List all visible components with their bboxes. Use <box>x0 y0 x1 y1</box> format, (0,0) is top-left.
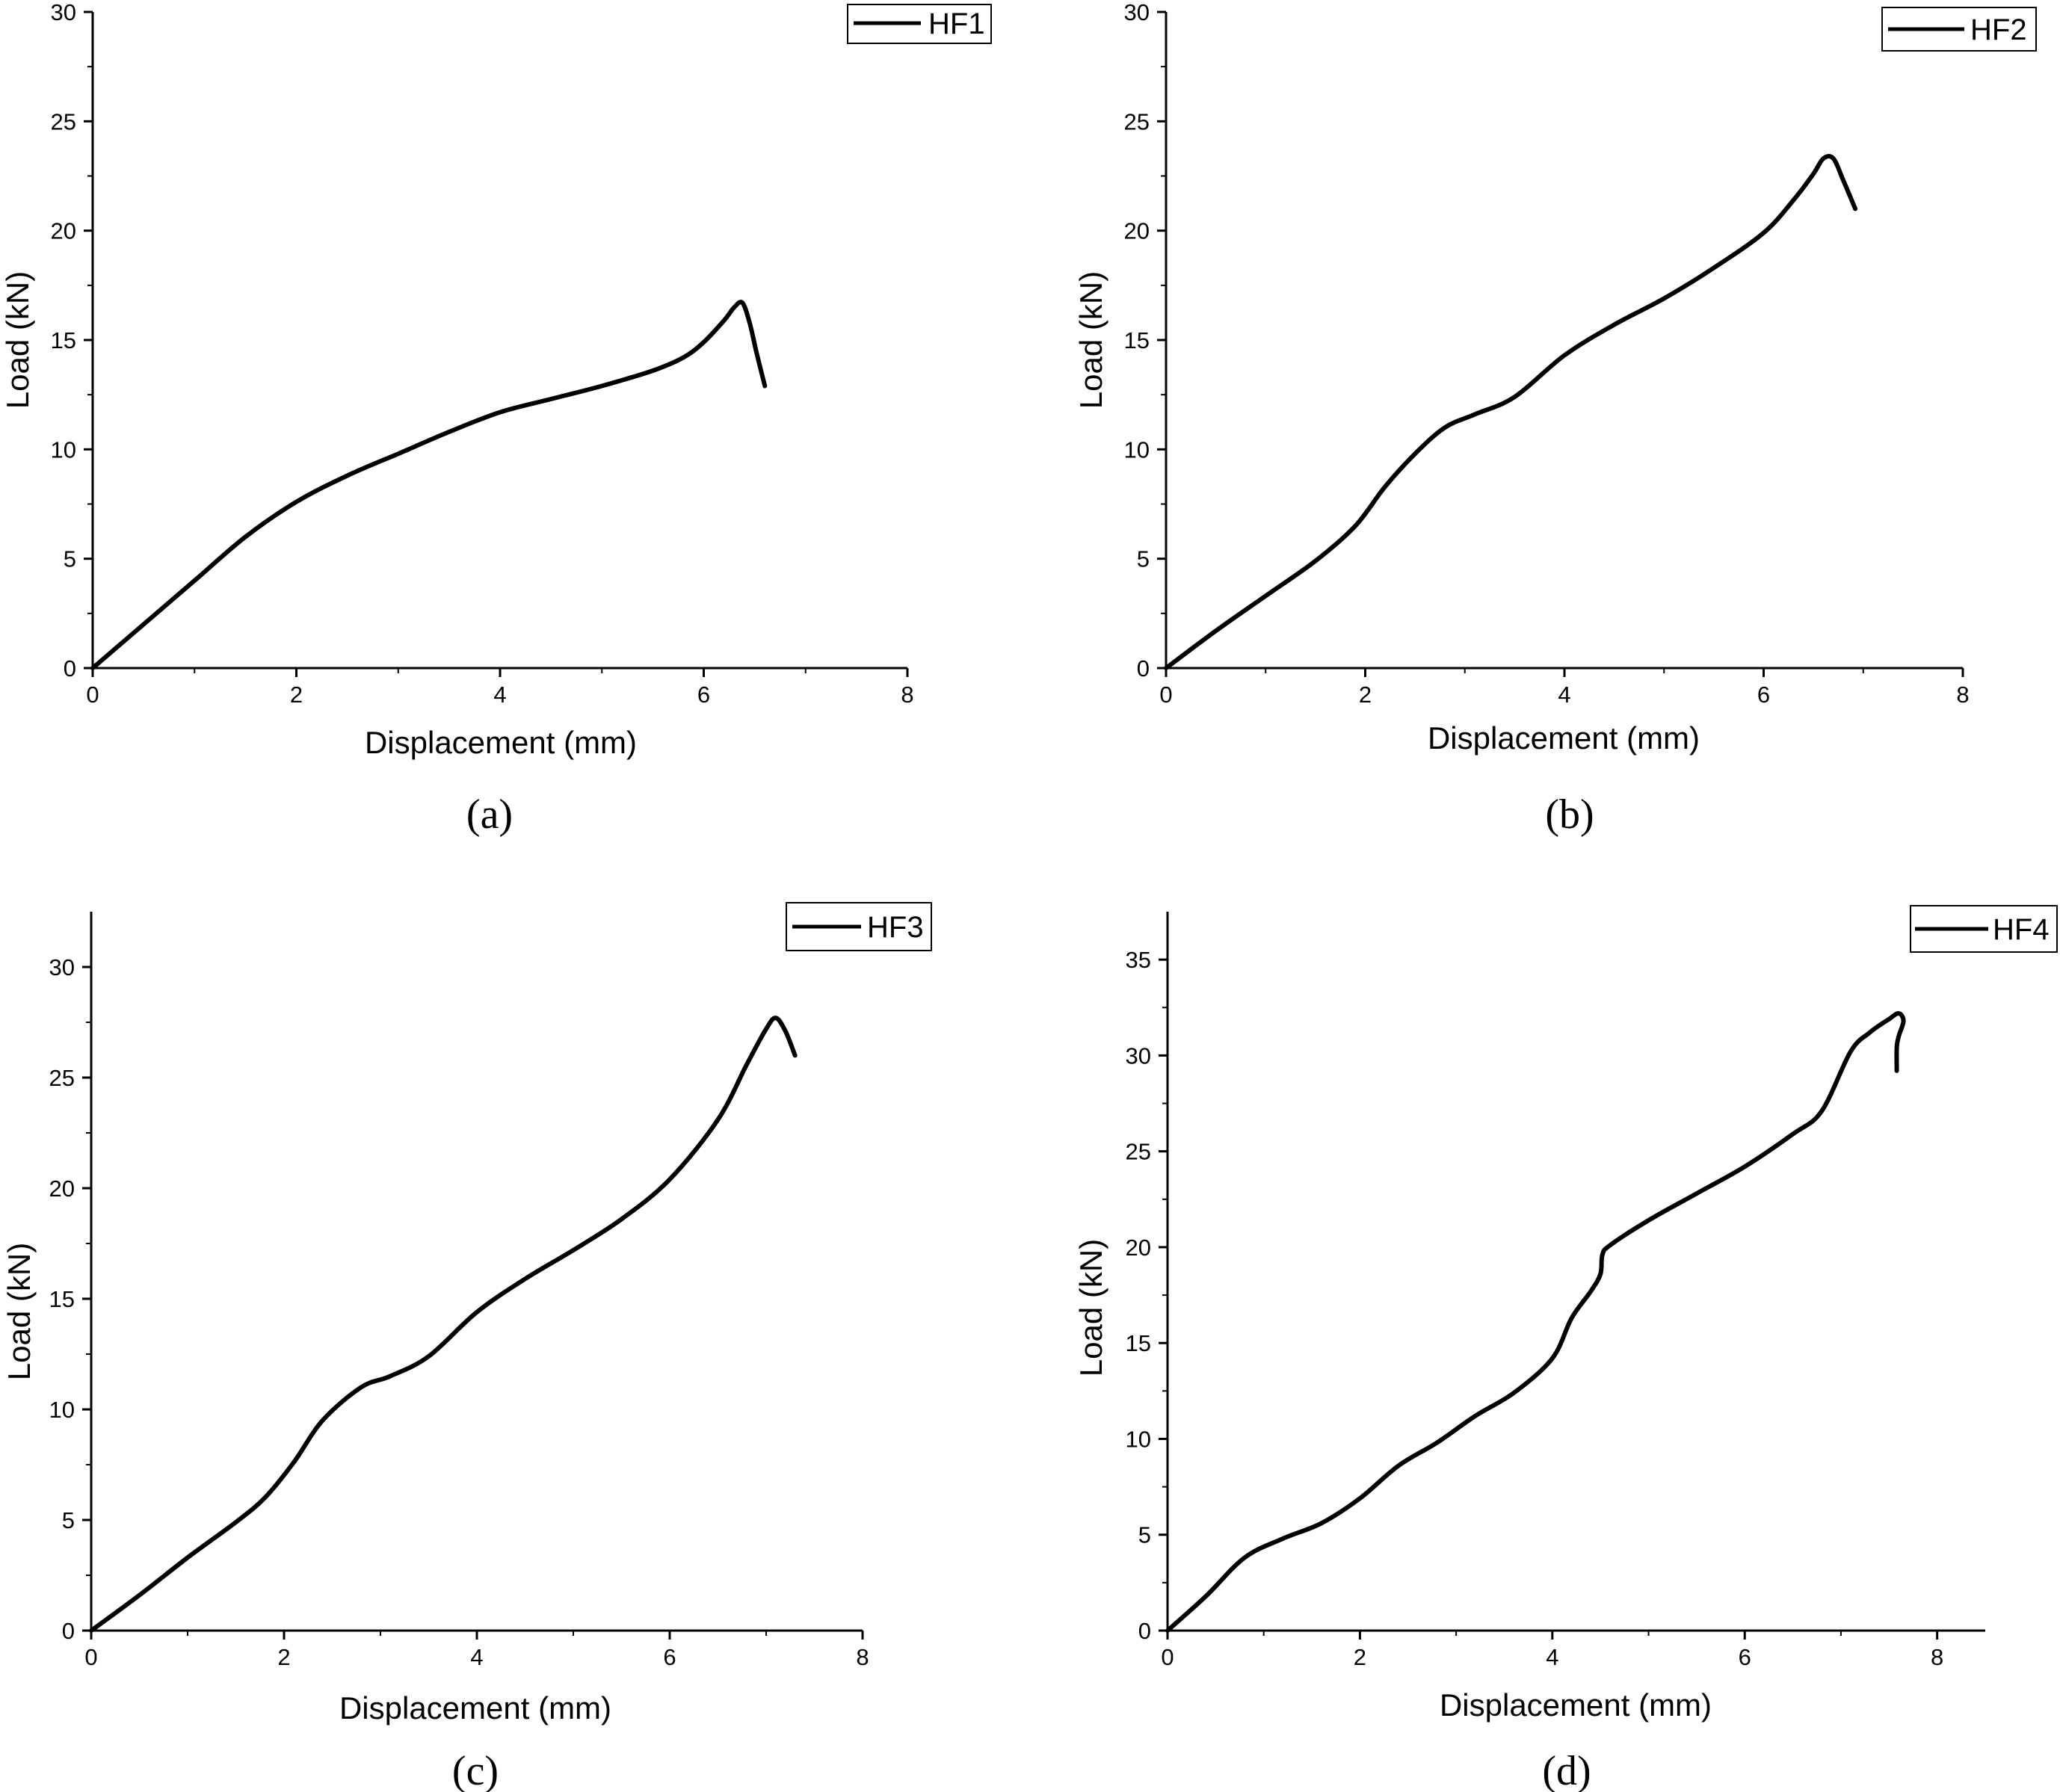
axes-b: 0 2 4 6 8 0 5 10 15 20 25 30 <box>1124 0 1970 708</box>
y-tick-label: 5 <box>64 546 76 572</box>
y-tick-label: 0 <box>62 1618 75 1644</box>
series-line-hf3 <box>91 1018 795 1631</box>
y-tick-label: 0 <box>64 655 76 682</box>
y-tick-label: 30 <box>1126 1042 1151 1069</box>
x-tick-label: 4 <box>1546 1644 1558 1670</box>
legend-d: HF4 <box>1911 906 2057 952</box>
x-tick-label: 0 <box>1161 1644 1174 1670</box>
y-tick-label: 25 <box>1126 1139 1151 1165</box>
y-tick-label: 30 <box>49 954 75 980</box>
x-tick-label: 2 <box>1354 1644 1366 1670</box>
y-tick-label: 25 <box>1124 108 1150 135</box>
y-axis-title-b: Load (kN) <box>1073 271 1108 409</box>
y-tick-label: 20 <box>51 218 76 244</box>
x-tick-label: 4 <box>470 1644 483 1670</box>
series-b <box>1166 156 1855 668</box>
series-a <box>93 302 765 668</box>
x-tick-label: 6 <box>1739 1644 1751 1670</box>
x-axis-title-c: Displacement (mm) <box>339 1690 611 1725</box>
axes-a: 0 2 4 6 8 0 5 10 15 20 25 30 <box>51 0 914 708</box>
y-tick-label: 15 <box>51 327 76 353</box>
y-tick-label: 10 <box>1124 436 1150 463</box>
y-tick-label: 15 <box>1124 327 1150 353</box>
y-tick-label: 5 <box>1137 546 1150 572</box>
legend-label-hf4: HF4 <box>1993 913 2050 946</box>
x-tick-label: 8 <box>1931 1644 1943 1670</box>
x-tick-label: 4 <box>1558 682 1570 708</box>
x-tick-label: 6 <box>663 1644 676 1670</box>
figure: 0 2 4 6 8051015202530 HF1 Displacement (mm) … <box>0 0 2060 1792</box>
x-tick-label: 6 <box>1757 682 1770 708</box>
series-d <box>1168 1013 1904 1631</box>
x-tick-label: 2 <box>277 1644 290 1670</box>
legend-label-hf3: HF3 <box>867 911 924 944</box>
y-tick-label: 0 <box>1137 655 1150 682</box>
y-tick-label: 30 <box>1124 0 1150 25</box>
caption-d: (d) <box>1542 1748 1591 1792</box>
caption-c: (c) <box>452 1748 499 1792</box>
y-tick-label: 25 <box>49 1065 75 1091</box>
x-tick-label: 8 <box>901 682 913 708</box>
series-c <box>91 1018 795 1631</box>
y-axis-title-a: Load (kN) <box>0 271 35 409</box>
y-axis-title-c: Load (kN) <box>1 1243 37 1380</box>
y-axis-title-d: Load (kN) <box>1073 1239 1108 1377</box>
y-tick-label: 5 <box>62 1507 75 1533</box>
y-tick-label: 10 <box>1126 1426 1151 1452</box>
y-tick-label: 0 <box>1138 1618 1151 1644</box>
axes-c: 0 2 4 6 8 0 5 10 15 20 25 30 <box>49 912 869 1670</box>
x-tick-label: 8 <box>1956 682 1969 708</box>
y-tick-label: 30 <box>51 0 76 25</box>
x-tick-label: 6 <box>697 682 710 708</box>
y-tick-label: 25 <box>51 108 76 135</box>
legend-a: HF1 <box>848 4 991 43</box>
axes-d: 0 2 4 6 8 0 5 10 15 20 25 30 35 <box>1126 912 1985 1670</box>
legend-label-hf1: HF1 <box>928 7 985 40</box>
series-line-hf4 <box>1168 1013 1904 1631</box>
x-tick-label: 4 <box>493 682 506 708</box>
legend-b: HF2 <box>1882 7 2036 51</box>
y-tick-label: 10 <box>49 1397 75 1423</box>
x-tick-label: 8 <box>856 1644 869 1670</box>
y-tick-label: 20 <box>1124 218 1150 244</box>
x-tick-label: 2 <box>290 682 303 708</box>
y-tick-label: 35 <box>1126 947 1151 973</box>
y-tick-label: 5 <box>1138 1522 1151 1548</box>
x-tick-label: 0 <box>1159 682 1172 708</box>
legend-c: HF3 <box>786 903 931 951</box>
y-tick-label: 20 <box>49 1175 75 1202</box>
legend-label-hf2: HF2 <box>1970 13 2027 46</box>
panel-d: 0 2 4 6 8 0 5 10 15 20 25 30 35 HF4 Displacement (mm… <box>1073 906 2057 1792</box>
x-axis-title-d: Displacement (mm) <box>1440 1687 1712 1723</box>
y-tick-label: 10 <box>51 436 76 463</box>
y-tick-label: 20 <box>1126 1235 1151 1261</box>
caption-a: (a) <box>466 791 513 838</box>
caption-b: (b) <box>1545 791 1594 838</box>
x-axis-title-b: Displacement (mm) <box>1428 720 1700 756</box>
x-tick-label: 0 <box>86 682 99 708</box>
y-tick-label: 15 <box>1126 1330 1151 1356</box>
series-line-hf1 <box>93 302 765 668</box>
x-tick-label: 0 <box>84 1644 97 1670</box>
x-tick-label: 2 <box>1359 682 1372 708</box>
series-line-hf2 <box>1166 156 1855 668</box>
y-tick-label: 15 <box>49 1286 75 1312</box>
x-axis-title-a: Displacement (mm) <box>365 725 637 760</box>
